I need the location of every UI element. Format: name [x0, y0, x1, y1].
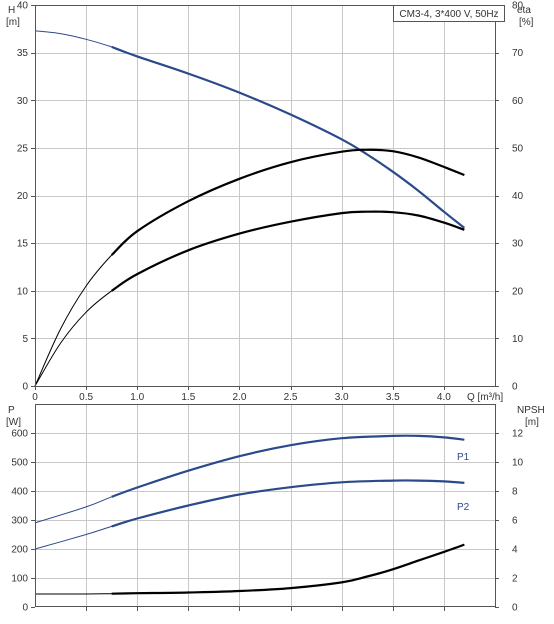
top-x-tick-label: 2.5 [284, 392, 298, 403]
bottom-left-tick-label: 500 [11, 458, 28, 469]
top-x-tick-label: 4.0 [437, 392, 451, 403]
top-right-tick-label: 10 [512, 334, 524, 345]
top-left-tick-label: 0 [22, 382, 28, 393]
top-right-tick-label: 50 [512, 143, 524, 154]
npsh-curve-thin [35, 544, 465, 595]
bottom-left-tick-label: 200 [11, 545, 28, 556]
power-p1-curve-duty-range [111, 434, 465, 498]
head-curve-duty-range [111, 45, 465, 229]
top-right-tick-label: 0 [512, 382, 518, 393]
power-p2-curve-thin [34, 479, 465, 550]
x-axis-label: Q [m³/h] [467, 392, 503, 403]
left-axis-label-p: P [8, 405, 15, 416]
power-p1-curve-thin [34, 435, 465, 524]
top-x-tick-label: 3.5 [386, 392, 400, 403]
right-axis-label-eta: eta [517, 5, 531, 16]
head-curve-thin [34, 30, 465, 229]
power-p2-curve-duty-range [111, 479, 465, 528]
title-box [393, 5, 505, 22]
eta-total-curve-thin [34, 149, 465, 387]
bottom-right-tick-label: 0 [512, 603, 518, 614]
bottom-right-tick-label: 4 [512, 545, 518, 556]
bottom-left-tick-label: 600 [11, 429, 28, 440]
top-right-tick-label: 20 [512, 286, 524, 297]
bottom-right-tick-label: 6 [512, 516, 518, 527]
top-chart: 0 0.5 1.0 1.5 2.0 2.5 3.0 3.5 4.0 0 5 10 15 20 25 30 35 4… [6, 1, 534, 404]
bottom-right-tick-label: 8 [512, 487, 518, 498]
top-x-tick-label: 1.0 [130, 392, 144, 403]
top-x-tick-label: 1.5 [181, 392, 195, 403]
bottom-right-tick-label: 12 [512, 429, 524, 440]
right-axis-unit-eta: [%] [519, 17, 534, 28]
top-right-tick-label: 30 [512, 239, 524, 250]
top-x-tick-label: 0 [32, 392, 38, 403]
top-left-tick-label: 10 [17, 286, 29, 297]
left-axis-label-h: H [8, 5, 15, 16]
series-label-p1: P1 [457, 452, 470, 463]
series-label-p2: P2 [457, 502, 470, 513]
top-right-tick-label: 60 [512, 96, 524, 107]
npsh-curve-duty-range [111, 543, 465, 595]
top-left-tick-label: 25 [17, 143, 29, 154]
bottom-plot-frame [35, 404, 496, 607]
top-left-tick-label: 35 [17, 48, 29, 59]
eta-pump-curve-duty-range [111, 210, 465, 292]
bottom-left-tick-label: 0 [22, 603, 28, 614]
eta-total-curve-duty-range [110, 148, 465, 256]
top-left-tick-label: 30 [17, 96, 29, 107]
top-right-tick-label: 40 [512, 191, 524, 202]
top-left-tick-label: 15 [17, 239, 29, 250]
bottom-left-tick-label: 100 [11, 574, 28, 585]
chart-title: CM3-4, 3*400 V, 50Hz [399, 9, 498, 20]
bottom-left-tick-label: 400 [11, 487, 28, 498]
eta-pump-curve-thin [34, 211, 465, 387]
bottom-right-tick-label: 2 [512, 574, 518, 585]
left-axis-unit-p: [W] [6, 417, 21, 428]
top-x-tick-label: 2.0 [232, 392, 246, 403]
top-left-tick-label: 20 [17, 191, 29, 202]
bottom-right-tick-label: 10 [512, 458, 524, 469]
right-axis-label-npsh: NPSH [517, 405, 545, 416]
left-axis-unit-h: [m] [6, 17, 20, 28]
right-axis-unit-npsh: [m] [525, 417, 539, 428]
top-left-tick-label: 40 [17, 1, 29, 12]
top-right-tick-label: 70 [512, 48, 524, 59]
top-left-tick-label: 5 [22, 334, 28, 345]
top-x-tick-label: 3.0 [335, 392, 349, 403]
bottom-left-tick-label: 300 [11, 516, 28, 527]
top-right-tick-label: 80 [512, 1, 524, 12]
top-x-tick-label: 0.5 [79, 392, 93, 403]
